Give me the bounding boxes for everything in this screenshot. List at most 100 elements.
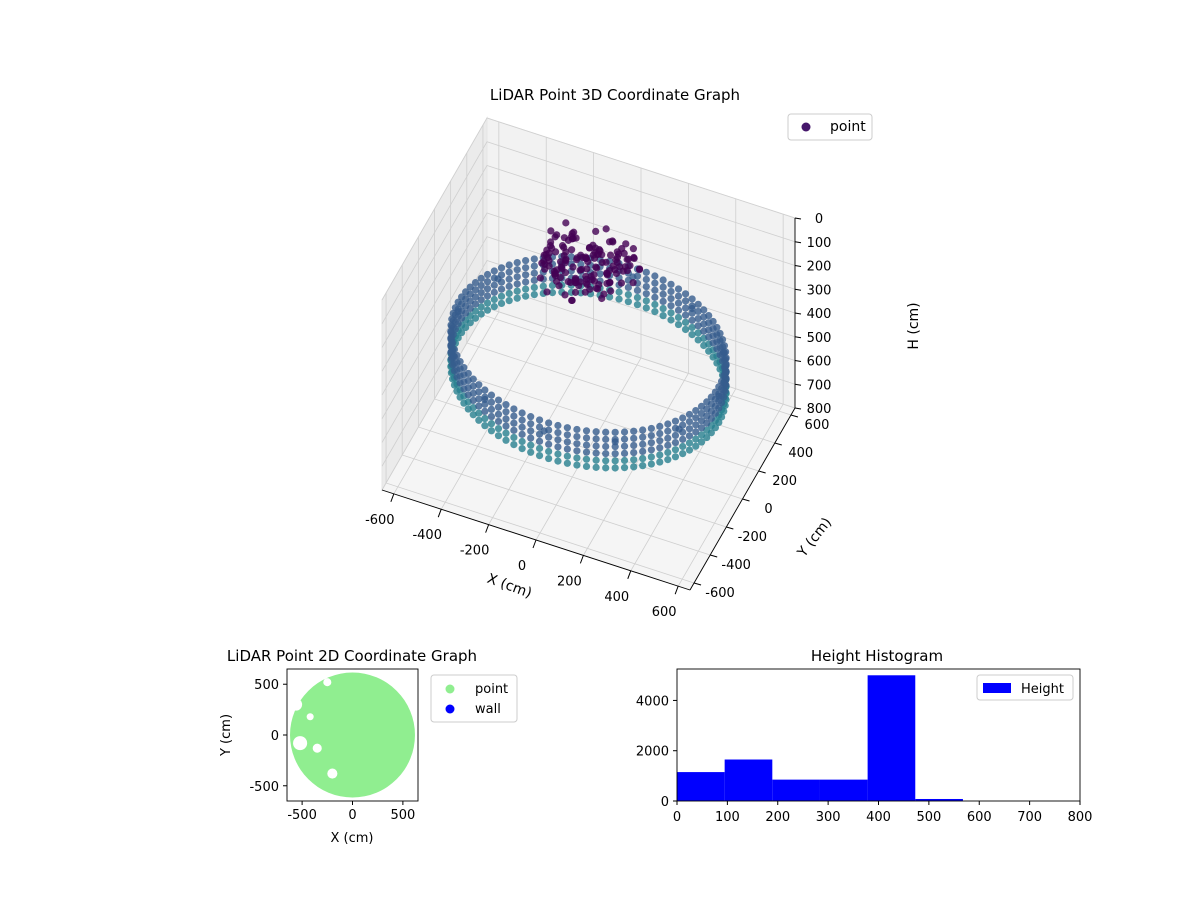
point-marker bbox=[659, 290, 667, 298]
point-marker bbox=[692, 414, 700, 422]
z-tick bbox=[794, 336, 802, 339]
point-marker bbox=[545, 440, 553, 448]
point-marker bbox=[573, 447, 581, 455]
point-marker bbox=[592, 428, 600, 436]
point-marker bbox=[615, 295, 623, 303]
chart3d-title: LiDAR Point 3D Coordinate Graph bbox=[490, 86, 740, 104]
point-marker bbox=[685, 446, 694, 454]
point-marker bbox=[510, 412, 518, 420]
point-marker bbox=[639, 447, 647, 456]
point-marker bbox=[483, 292, 492, 300]
point-marker bbox=[563, 424, 571, 432]
point-marker bbox=[674, 299, 683, 307]
point-marker bbox=[490, 303, 498, 311]
z-tick-label: 400 bbox=[807, 307, 832, 322]
point-marker bbox=[490, 281, 498, 289]
point-marker bbox=[545, 447, 553, 456]
point-marker bbox=[611, 442, 619, 451]
point-marker bbox=[545, 433, 553, 441]
point-marker bbox=[620, 249, 628, 258]
gap-region bbox=[293, 736, 308, 751]
point-marker bbox=[477, 289, 485, 297]
point-marker bbox=[561, 291, 569, 299]
point-marker bbox=[490, 288, 498, 296]
legend-label-wall: wall bbox=[475, 702, 501, 717]
point-marker bbox=[611, 464, 619, 472]
point-marker bbox=[715, 383, 723, 391]
point-marker bbox=[664, 448, 672, 457]
point-marker bbox=[568, 296, 576, 305]
point-marker bbox=[582, 462, 591, 471]
point-marker bbox=[651, 300, 659, 309]
point-marker bbox=[642, 275, 650, 284]
point-marker bbox=[613, 248, 621, 256]
point-marker bbox=[630, 456, 638, 464]
x-tick bbox=[390, 493, 395, 503]
point-marker bbox=[681, 325, 690, 334]
chart3d-ylabel: Y (cm) bbox=[794, 515, 835, 561]
x-tick bbox=[532, 539, 537, 549]
point-marker bbox=[562, 255, 570, 263]
point-marker bbox=[487, 412, 496, 421]
point-marker bbox=[688, 316, 696, 324]
point-marker bbox=[483, 299, 492, 307]
point-marker bbox=[592, 227, 600, 236]
point-marker bbox=[527, 427, 535, 435]
point-marker bbox=[466, 283, 474, 291]
z-tick-label: 700 bbox=[807, 378, 832, 393]
hist-legend: Height bbox=[976, 674, 1074, 701]
x-tick-label: 800 bbox=[1068, 810, 1093, 825]
point-marker bbox=[469, 389, 477, 397]
point-marker bbox=[720, 342, 729, 350]
hist-bar bbox=[677, 772, 725, 801]
point-marker bbox=[557, 263, 565, 271]
point-marker bbox=[505, 282, 513, 290]
point-marker bbox=[620, 456, 629, 465]
point-marker bbox=[573, 440, 581, 448]
point-marker bbox=[522, 271, 530, 279]
point-marker bbox=[620, 428, 629, 436]
point-marker bbox=[620, 442, 629, 450]
point-marker bbox=[518, 409, 526, 417]
point-marker bbox=[469, 411, 477, 419]
point-marker bbox=[560, 234, 568, 242]
point-marker bbox=[624, 290, 632, 299]
point-marker bbox=[582, 427, 591, 435]
point-marker bbox=[487, 391, 496, 399]
z-tick-label: 600 bbox=[807, 355, 832, 370]
point-marker bbox=[518, 445, 526, 453]
point-marker bbox=[681, 297, 690, 305]
point-marker bbox=[582, 441, 591, 449]
point-marker bbox=[642, 290, 650, 298]
point-marker bbox=[685, 410, 694, 419]
point-marker bbox=[602, 428, 610, 436]
point-marker bbox=[494, 403, 503, 411]
point-marker bbox=[462, 288, 470, 296]
point-marker bbox=[633, 293, 642, 302]
legend-marker-point-2d bbox=[445, 684, 455, 694]
point-marker bbox=[713, 323, 721, 332]
point-marker bbox=[656, 437, 664, 445]
point-marker bbox=[617, 279, 626, 287]
point-marker bbox=[563, 459, 571, 467]
point-marker bbox=[688, 330, 696, 339]
point-marker bbox=[563, 452, 571, 460]
point-marker bbox=[545, 419, 553, 427]
point-marker bbox=[469, 382, 477, 390]
point-marker bbox=[530, 269, 538, 277]
point-marker bbox=[460, 363, 468, 372]
point-marker bbox=[602, 450, 610, 458]
point-marker bbox=[651, 286, 659, 294]
point-marker bbox=[613, 258, 621, 266]
point-marker bbox=[497, 299, 506, 308]
point-marker bbox=[667, 280, 675, 288]
point-marker bbox=[671, 431, 680, 440]
point-marker bbox=[629, 279, 637, 287]
point-marker bbox=[568, 246, 576, 254]
point-marker bbox=[598, 251, 606, 259]
point-marker bbox=[522, 278, 530, 286]
point-marker bbox=[490, 267, 498, 275]
point-marker bbox=[681, 304, 690, 312]
point-marker bbox=[664, 427, 672, 435]
